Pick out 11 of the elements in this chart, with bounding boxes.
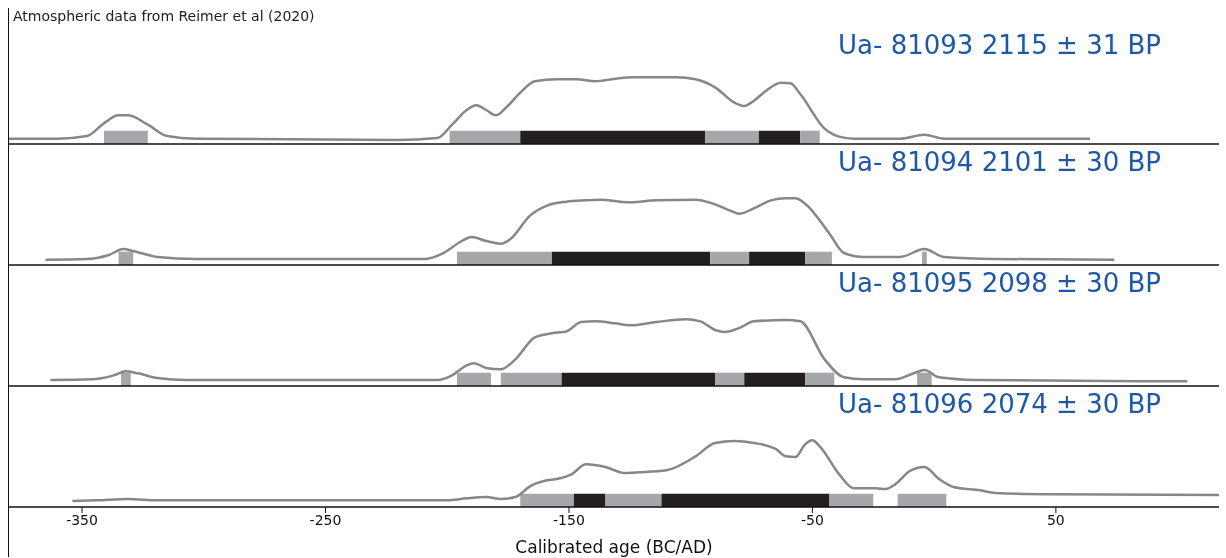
chart-title: Ua- 81095 2098 ± 30 BP bbox=[838, 268, 1161, 298]
text: Atmospheric data from Reimer et al (2020) bbox=[12, 8, 316, 24]
x-tick-label: -50 bbox=[800, 511, 824, 528]
x-tick-label: 50 bbox=[1046, 511, 1065, 528]
chart-title: Ua- 81094 2101 ± 30 BP bbox=[838, 147, 1161, 177]
chart-title: Ua- 81093 2115 ± 31 BP bbox=[838, 30, 1161, 60]
x-tick-label: -350 bbox=[66, 511, 98, 528]
x-tick-label: -150 bbox=[553, 511, 585, 528]
x-tick-label: -250 bbox=[309, 511, 342, 528]
x-axis-title: Calibrated age (BC/AD) bbox=[514, 537, 714, 557]
chart-title: Ua- 81096 2074 ± 30 BP bbox=[838, 389, 1161, 419]
